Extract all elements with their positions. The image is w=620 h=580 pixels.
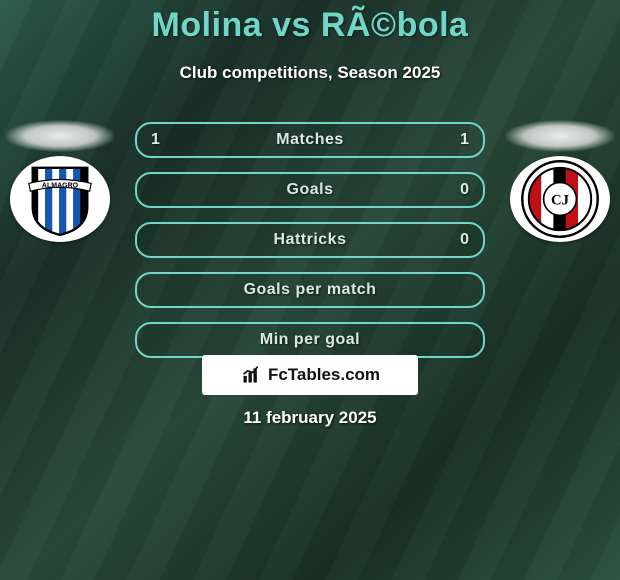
stat-label: Goals per match	[244, 281, 377, 299]
stat-row-min-per-goal: Min per goal	[135, 322, 485, 358]
stat-home-value: 1	[151, 124, 160, 156]
stat-row-matches: 1 Matches 1	[135, 122, 485, 158]
chacarita-badge-icon: CJ	[519, 158, 601, 240]
home-player-silhouette	[5, 120, 115, 152]
away-club-badge: CJ	[510, 156, 610, 242]
stat-away-value: 0	[460, 224, 469, 256]
page-title: Molina vs RÃ©bola	[0, 0, 620, 45]
stat-row-goals-per-match: Goals per match	[135, 272, 485, 308]
bar-chart-icon	[240, 365, 262, 385]
almagro-badge-icon: ALMAGRO	[21, 160, 99, 238]
stat-label: Min per goal	[260, 331, 360, 349]
match-date: 11 february 2025	[0, 408, 620, 428]
stat-row-hattricks: Hattricks 0	[135, 222, 485, 258]
watermark-text: FcTables.com	[268, 365, 380, 385]
home-club-badge: ALMAGRO	[10, 156, 110, 242]
stat-label: Goals	[287, 181, 334, 199]
stat-away-value: 0	[460, 174, 469, 206]
subtitle: Club competitions, Season 2025	[0, 63, 620, 83]
stat-away-value: 1	[460, 124, 469, 156]
home-player-figure: ALMAGRO	[0, 120, 120, 242]
svg-text:ALMAGRO: ALMAGRO	[42, 182, 79, 189]
svg-text:CJ: CJ	[551, 193, 569, 209]
stat-row-goals: Goals 0	[135, 172, 485, 208]
away-player-figure: CJ	[500, 120, 620, 242]
stat-label: Matches	[276, 131, 344, 149]
away-player-silhouette	[505, 120, 615, 152]
source-watermark: FcTables.com	[202, 355, 418, 395]
stat-label: Hattricks	[274, 231, 347, 249]
stats-panel: 1 Matches 1 Goals 0 Hattricks 0 Goals pe…	[135, 122, 485, 372]
